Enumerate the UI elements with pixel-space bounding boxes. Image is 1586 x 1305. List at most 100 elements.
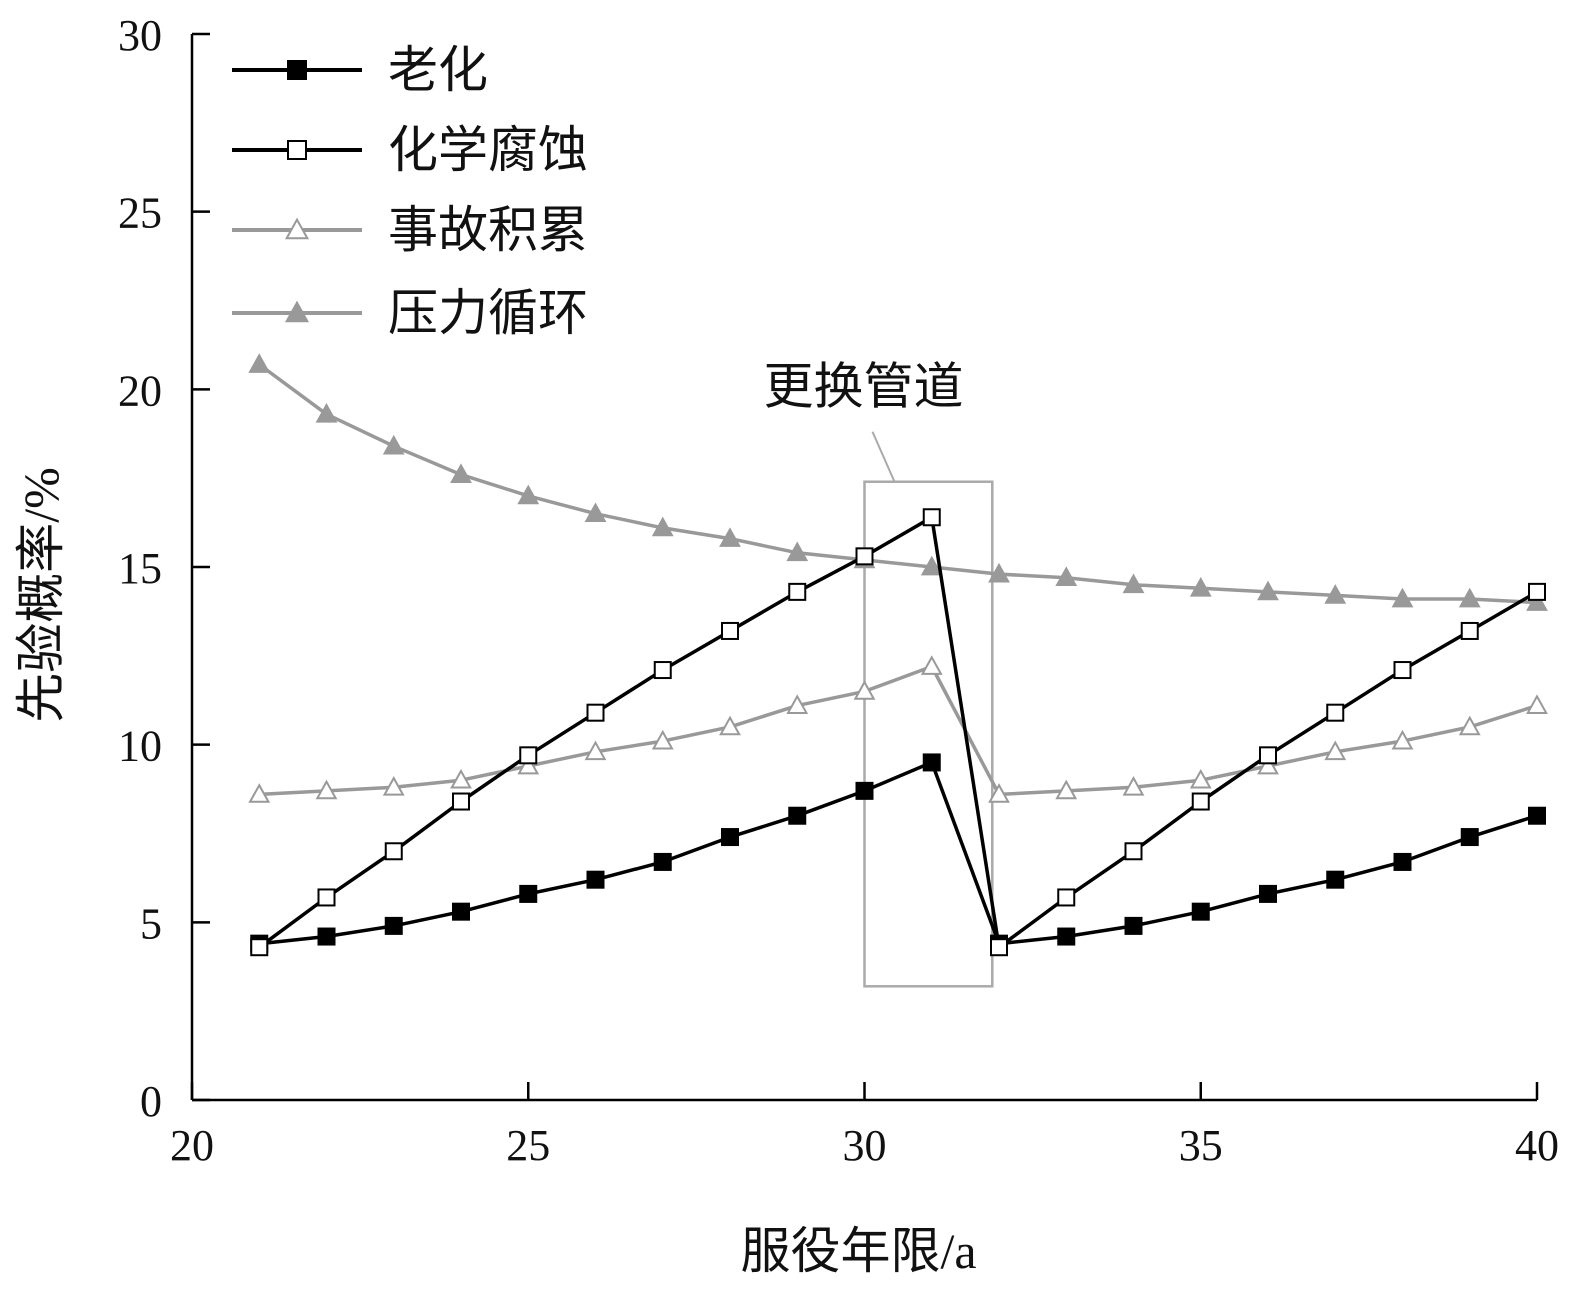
series-line [258,515,1538,949]
legend-entry: 事故积累 [232,202,588,258]
data-point [586,870,605,889]
data-point [855,781,874,800]
data-point [653,661,672,680]
data-point [990,938,1008,957]
data-point [1057,888,1076,907]
data-point [317,927,336,946]
data-point [653,852,672,871]
y-tick-label: 15 [118,544,162,593]
data-point [317,888,336,907]
data-point [920,655,943,675]
data-point [1391,587,1414,608]
data-point [1393,661,1412,680]
data-point [1257,580,1279,601]
data-point [519,746,538,765]
data-point [584,740,607,761]
data-point [1055,779,1078,800]
y-tick-label: 20 [118,366,162,415]
data-point [988,783,1010,803]
annotation-label: 更换管道 [764,359,964,415]
data-point [450,463,472,483]
data-point [1257,754,1279,775]
data-point [1324,740,1347,761]
data-point [1326,703,1345,722]
legend-entry: 化学腐蚀 [232,122,588,178]
x-tick-label: 35 [1179,1121,1223,1170]
x-axis-title: 服役年限/a [740,1223,976,1279]
legend-label: 老化 [388,42,488,98]
data-point [1124,916,1143,935]
data-point [786,694,809,714]
x-tick-label: 25 [506,1121,550,1170]
legend-marker [287,140,307,160]
series-2 [250,508,1546,957]
annotation-leader-line [871,431,896,483]
legend-marker [284,217,310,240]
series-3 [248,655,1548,803]
legend-entry: 压力循环 [232,285,588,341]
data-point [922,753,941,772]
data-point [452,792,470,811]
x-tick-label: 30 [843,1121,887,1170]
y-tick-label: 10 [118,722,162,771]
data-point [1191,792,1210,811]
data-point [1528,806,1546,825]
data-point [382,776,405,796]
data-point [721,828,739,847]
y-tick-label: 5 [140,899,162,948]
data-point [315,402,338,423]
data-point [1460,621,1479,640]
data-point [651,729,674,750]
legend-label: 化学腐蚀 [388,122,588,178]
legend-label: 事故积累 [388,202,588,258]
legend-marker [284,300,310,323]
data-point [788,582,807,601]
x-tick-label: 40 [1515,1121,1559,1170]
data-point [250,938,269,957]
axes: 0 5 10 15 20 25 30 20 25 30 35 40 服役年限/a 先验概率/% [13,11,1559,1279]
data-point [719,715,741,736]
annotation-box [863,480,994,988]
data-point [519,884,538,903]
data-point [853,680,876,700]
data-point [584,502,607,523]
series-layer [248,353,1548,957]
data-point [1122,573,1145,594]
data-point [382,434,405,455]
data-point [651,516,674,537]
series-line [258,363,1538,605]
data-point [1458,715,1481,736]
data-point [788,806,807,825]
legend-entry: 老化 [232,42,488,98]
data-point [1460,828,1479,847]
data-point [1324,584,1347,604]
data-point [1189,577,1212,597]
legend-label: 压力循环 [388,285,588,341]
data-point [1528,582,1546,601]
data-point [450,768,472,789]
y-tick-label: 30 [118,11,162,60]
data-point [1122,776,1145,796]
data-point [1057,927,1076,946]
data-point [1526,591,1548,611]
x-tick-label: 20 [170,1121,214,1170]
data-point [586,703,605,722]
data-point [1259,746,1277,765]
data-point [988,562,1010,583]
data-point [1189,768,1212,789]
data-point [1458,587,1481,608]
legend-marker [287,60,307,80]
data-point [315,779,338,800]
y-tick-label: 25 [118,189,162,238]
series-line [259,760,1538,946]
data-point [1391,729,1414,750]
data-point [922,508,941,527]
series-1 [250,753,1546,953]
data-point [855,547,874,566]
data-point [786,541,809,562]
data-point [721,621,739,640]
data-point [1124,842,1143,861]
data-point [248,783,271,803]
y-axis-title: 先验概率/% [13,467,69,723]
